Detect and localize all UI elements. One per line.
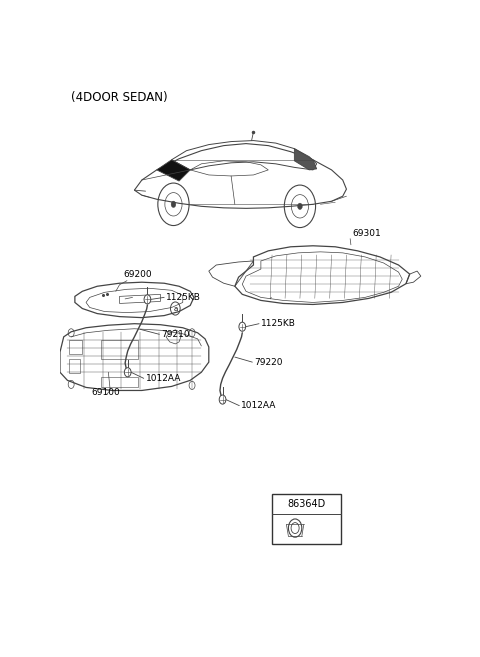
Text: a: a	[173, 306, 178, 311]
Text: 1012AA: 1012AA	[241, 401, 276, 410]
Text: 1012AA: 1012AA	[145, 374, 181, 383]
Circle shape	[144, 295, 151, 304]
Circle shape	[239, 322, 246, 331]
Text: 79210: 79210	[161, 330, 190, 339]
Bar	[272, 493, 341, 544]
Text: 1125KB: 1125KB	[166, 293, 201, 302]
Circle shape	[298, 203, 302, 210]
Text: 69100: 69100	[92, 388, 120, 397]
Polygon shape	[294, 148, 317, 170]
Text: 79220: 79220	[254, 357, 283, 367]
Text: 69301: 69301	[352, 229, 381, 238]
Text: 1125KB: 1125KB	[261, 319, 296, 328]
Circle shape	[171, 201, 176, 208]
Text: 86364D: 86364D	[288, 499, 325, 509]
Circle shape	[219, 395, 226, 404]
Polygon shape	[156, 160, 190, 181]
Text: (4DOOR SEDAN): (4DOOR SEDAN)	[71, 91, 168, 104]
Text: 69200: 69200	[123, 269, 152, 279]
Circle shape	[124, 368, 131, 377]
